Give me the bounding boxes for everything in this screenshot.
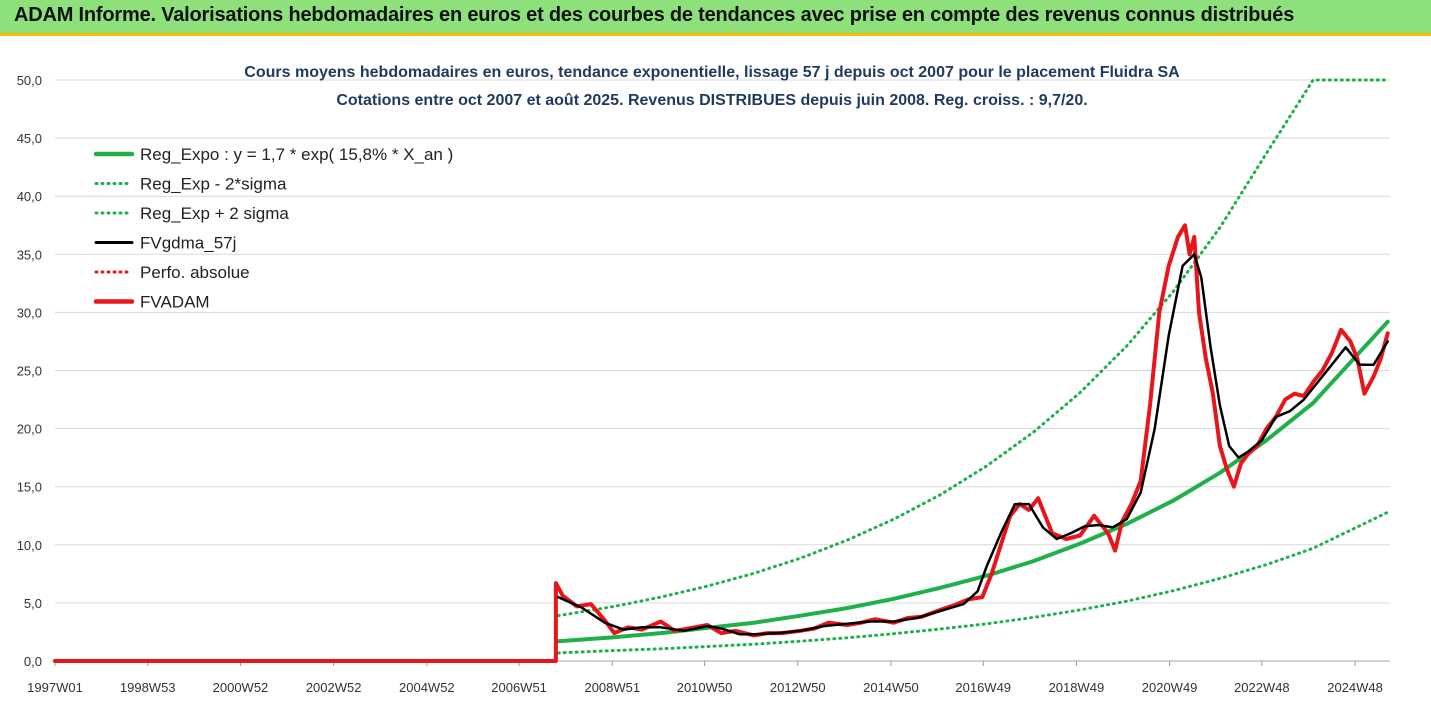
y-tick-label: 45,0	[17, 131, 42, 146]
x-tick-label: 2002W52	[306, 680, 362, 695]
page-title: ADAM Informe. Valorisations hebdomadaire…	[14, 4, 1295, 26]
x-axis-ticks: 1997W01 1998W53 2000W52 2002W52 2004W52 2006W…	[27, 661, 1383, 695]
y-tick-label: 35,0	[17, 247, 42, 262]
legend-label-0: Reg_Expo : y = 1,7 * exp( 15,8% * X_an )	[140, 145, 453, 164]
x-tick-label: 2014W50	[863, 680, 919, 695]
x-tick-label: 2018W49	[1049, 680, 1105, 695]
x-tick-label: 2022W48	[1234, 680, 1290, 695]
x-tick-label: 2010W50	[677, 680, 733, 695]
series-line-5	[53, 223, 1390, 663]
legend-label-4: Perfo. absolue	[140, 263, 250, 282]
y-tick-label: 25,0	[17, 364, 42, 379]
y-tick-label: 5,0	[24, 596, 42, 611]
x-tick-label: 2004W52	[399, 680, 455, 695]
legend: Reg_Expo : y = 1,7 * exp( 15,8% * X_an )…	[93, 145, 453, 312]
chart-title: Cours moyens hebdomadaires en euros, ten…	[244, 64, 1180, 81]
y-tick-label: 10,0	[17, 538, 42, 553]
y-tick-label: 0,0	[24, 654, 42, 669]
legend-label-2: Reg_Exp + 2 sigma	[140, 204, 289, 223]
y-axis-ticks: 0,0 5,0 10,0 15,0 20,0 25,0 30,0 35,0 40,0 45,0 50…	[17, 73, 42, 669]
x-tick-label: 1997W01	[27, 680, 83, 695]
x-tick-label: 2016W49	[955, 680, 1011, 695]
x-tick-label: 2020W49	[1142, 680, 1198, 695]
chart-subtitle: Cotations entre oct 2007 et août 2025. R…	[336, 92, 1087, 109]
x-tick-label: 1998W53	[120, 680, 176, 695]
x-tick-label: 2006W51	[491, 680, 547, 695]
series-line-4	[53, 223, 1390, 663]
x-tick-label: 2024W48	[1327, 680, 1383, 695]
series-line-2	[556, 78, 1390, 618]
y-tick-label: 50,0	[17, 73, 42, 88]
series-line-3	[556, 253, 1389, 636]
page-banner: ADAM Informe. Valorisations hebdomadaire…	[0, 0, 1431, 36]
series-layer	[53, 78, 1390, 663]
x-tick-label: 2008W51	[584, 680, 640, 695]
legend-label-3: FVgdma_57j	[140, 234, 236, 253]
legend-label-5: FVADAM	[140, 293, 210, 312]
x-tick-label: 2012W50	[770, 680, 826, 695]
x-tick-label: 2000W52	[213, 680, 269, 695]
y-tick-label: 15,0	[17, 480, 42, 495]
y-tick-label: 20,0	[17, 422, 42, 437]
y-tick-label: 40,0	[17, 189, 42, 204]
y-tick-label: 30,0	[17, 305, 42, 320]
gridlines	[55, 79, 1390, 604]
legend-label-1: Reg_Exp - 2*sigma	[140, 175, 287, 194]
